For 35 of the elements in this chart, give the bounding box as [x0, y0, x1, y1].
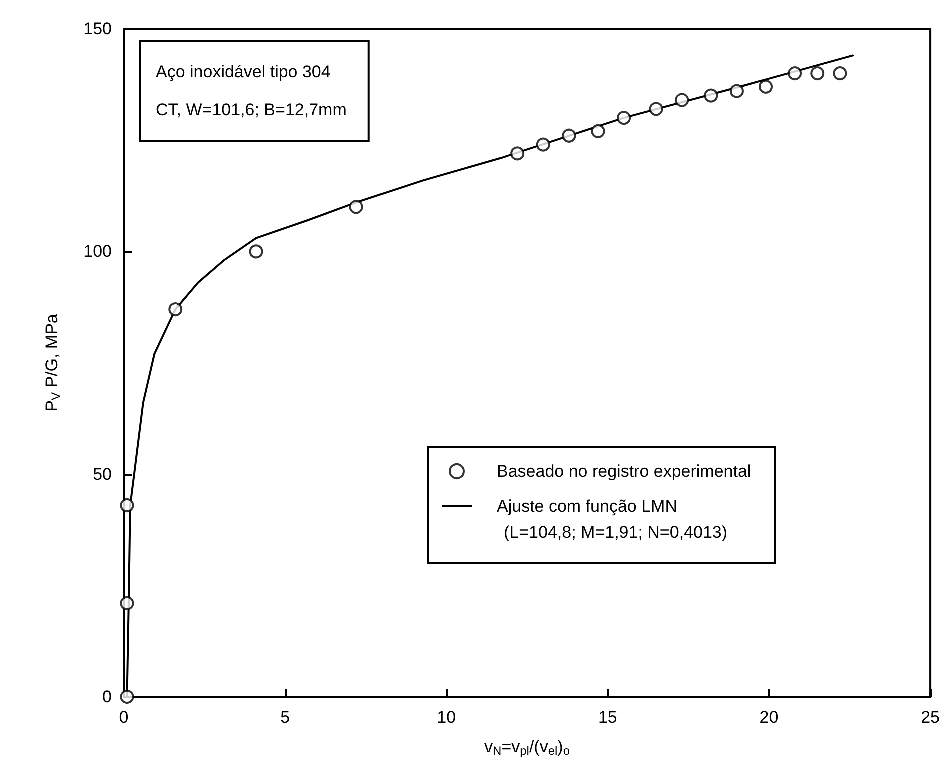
x-tick-label: 10: [437, 708, 456, 727]
y-axis-title: PV P/G, MPa: [42, 314, 63, 412]
point: [759, 80, 774, 94]
y-tick-label: 50: [93, 464, 112, 484]
point: [510, 146, 525, 161]
annotation: (L=104,8; M=1,91; N=0,4013): [504, 523, 728, 542]
annotation: Aço inoxidável tipo 304: [156, 62, 331, 82]
point: [536, 138, 550, 152]
point: [730, 84, 744, 98]
point: [591, 124, 606, 138]
point: [562, 128, 576, 143]
point: [120, 690, 134, 704]
y-tick-label: 0: [102, 688, 112, 706]
legend-label: Baseado no registro experimental: [497, 462, 752, 481]
point: [120, 596, 134, 610]
x-tick-label: 20: [760, 708, 779, 727]
point: [649, 102, 664, 116]
point: [349, 200, 364, 214]
x-tick-label: 0: [119, 708, 129, 727]
point: [788, 66, 802, 81]
x-tick-label: 5: [280, 708, 290, 727]
point: [168, 302, 183, 317]
point: [810, 66, 825, 81]
point: [833, 66, 848, 81]
legend-label: Ajuste com função LMN: [497, 497, 678, 516]
point: [120, 498, 134, 513]
point: [617, 111, 632, 126]
y-tick-label: 100: [84, 242, 112, 262]
y-tick-label: 150: [84, 20, 112, 38]
point: [249, 244, 264, 259]
annotation: CT, W=101,6; B=12,7mm: [156, 100, 347, 120]
x-tick-label: 15: [598, 708, 618, 727]
x-tick-label: 25: [921, 708, 940, 727]
point: [704, 88, 718, 103]
point: [675, 93, 690, 108]
